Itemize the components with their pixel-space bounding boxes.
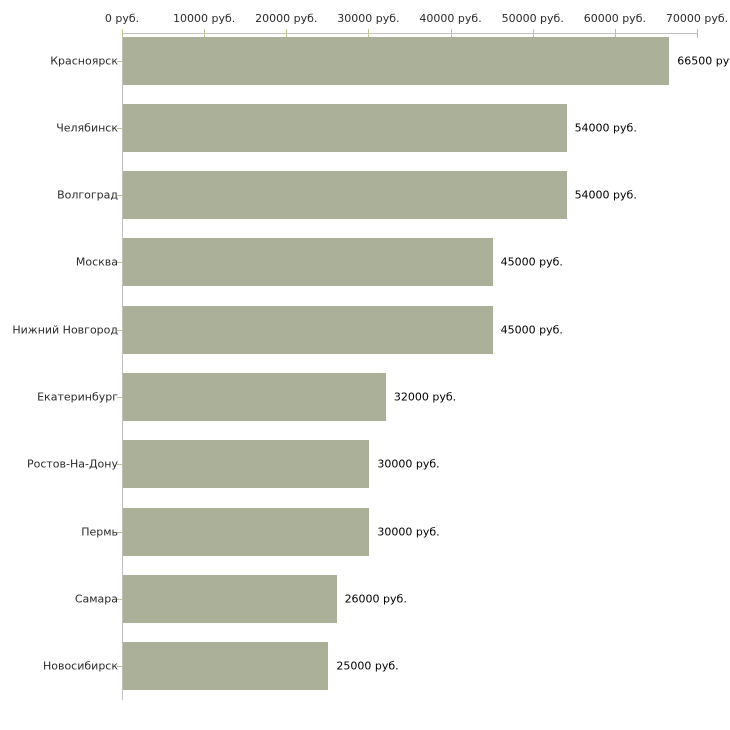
category-label: Екатеринбург	[37, 390, 118, 404]
x-tick	[368, 29, 370, 38]
category-label: Челябинск	[56, 121, 118, 135]
bar-Пермь	[123, 507, 370, 556]
y-tick	[117, 60, 122, 62]
y-tick	[117, 195, 122, 197]
x-tick	[122, 29, 123, 38]
y-tick	[117, 464, 122, 466]
value-label: 30000 руб.	[377, 525, 440, 539]
y-tick	[117, 531, 122, 533]
value-label: 26000 руб.	[344, 592, 407, 606]
x-tick	[697, 29, 698, 38]
bar-Самара	[123, 574, 337, 623]
category-label: Ростов-На-Дону	[26, 457, 118, 471]
x-tick-label: 60000 руб.	[583, 12, 646, 25]
category-label: Пермь	[81, 525, 118, 539]
y-tick	[117, 127, 122, 129]
x-tick-label: 40000 руб.	[419, 12, 482, 25]
bar-Ростов-На-Дону	[123, 440, 370, 489]
x-tick	[532, 29, 534, 38]
x-tick-label: 50000 руб.	[501, 12, 564, 25]
category-label: Волгоград	[57, 188, 118, 202]
x-tick	[614, 29, 616, 38]
value-label: 30000 руб.	[377, 457, 440, 471]
bar-Красноярск	[123, 36, 670, 85]
x-tick-label: 70000 руб.	[665, 12, 729, 25]
x-tick-label: 30000 руб.	[337, 12, 400, 25]
bar-Новосибирск	[123, 642, 329, 691]
x-tick	[204, 29, 206, 38]
y-tick	[117, 666, 122, 668]
y-tick	[117, 262, 122, 264]
category-label: Москва	[75, 255, 118, 269]
x-axis-line	[122, 33, 697, 34]
y-tick	[117, 598, 122, 600]
x-tick-label: 20000 руб.	[255, 12, 318, 25]
category-label: Нижний Новгород	[12, 323, 118, 337]
category-label: Новосибирск	[42, 659, 118, 673]
value-label: 45000 руб.	[500, 255, 563, 269]
bar-Челябинск	[123, 103, 567, 152]
bar-Волгоград	[123, 171, 567, 220]
y-tick	[117, 329, 122, 331]
value-label: 25000 руб.	[336, 659, 399, 673]
y-axis-line	[122, 33, 123, 700]
value-label: 45000 руб.	[500, 323, 563, 337]
value-label: 32000 руб.	[393, 390, 457, 404]
y-tick	[117, 397, 122, 398]
category-label: Красноярск	[50, 54, 118, 67]
value-label: 54000 руб.	[574, 188, 637, 202]
value-label: 54000 руб.	[574, 121, 637, 135]
value-label: 66500 руб.	[677, 54, 730, 67]
x-tick-label: 10000 руб.	[173, 12, 236, 25]
category-label: Самара	[74, 592, 118, 606]
bar-Москва	[123, 238, 493, 287]
bar-Екатеринбург	[123, 373, 386, 421]
bar-Нижний Новгород	[123, 305, 493, 354]
x-tick	[286, 29, 288, 38]
x-tick	[450, 29, 452, 38]
x-tick-label: 0 руб.	[104, 12, 140, 25]
